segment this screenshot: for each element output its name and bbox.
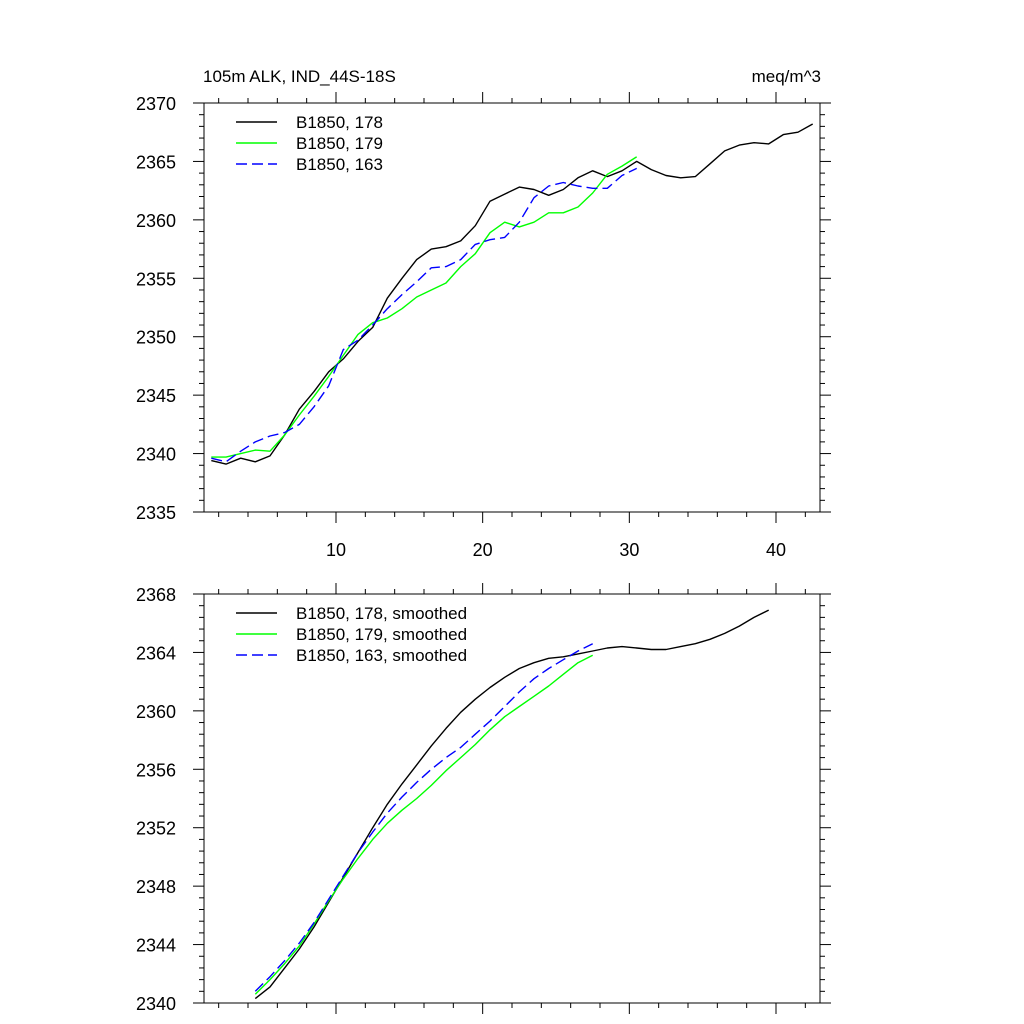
x-tick-label: 40 bbox=[766, 540, 786, 560]
y-tick-label: 2368 bbox=[136, 585, 176, 605]
y-tick-label: 2340 bbox=[136, 994, 176, 1014]
legend-label: B1850, 178 bbox=[296, 113, 383, 132]
y-tick-label: 2348 bbox=[136, 877, 176, 897]
y-tick-label: 2360 bbox=[136, 702, 176, 722]
y-tick-label: 2360 bbox=[136, 211, 176, 231]
x-tick-label: 30 bbox=[619, 540, 639, 560]
y-tick-label: 2345 bbox=[136, 386, 176, 406]
alkalinity-panel-smoothed: 2340 2344 2348 2352 2356 2360 2364 2368 B1850, 1… bbox=[136, 583, 831, 1014]
y-tick-label: 2364 bbox=[136, 643, 176, 663]
legend-label: B1850, 163 bbox=[296, 155, 383, 174]
panel-title-left: 105m ALK, IND_44S-18S bbox=[203, 67, 396, 86]
series-line bbox=[211, 123, 814, 465]
series-line bbox=[254, 643, 594, 992]
series-line bbox=[254, 654, 594, 995]
legend-label: B1850, 163, smoothed bbox=[296, 646, 467, 665]
y-tick-label: 2344 bbox=[136, 936, 176, 956]
series-line bbox=[254, 609, 770, 1000]
y-tick-label: 2350 bbox=[136, 328, 176, 348]
series-line bbox=[211, 156, 638, 458]
legend-label: B1850, 179 bbox=[296, 134, 383, 153]
y-tick-label: 2340 bbox=[136, 445, 176, 465]
legend-label: B1850, 179, smoothed bbox=[296, 625, 467, 644]
y-tick-label: 2355 bbox=[136, 269, 176, 289]
y-tick-label: 2365 bbox=[136, 152, 176, 172]
y-tick-label: 2335 bbox=[136, 503, 176, 523]
x-tick-label: 10 bbox=[326, 540, 346, 560]
y-tick-label: 2356 bbox=[136, 760, 176, 780]
y-tick-label: 2352 bbox=[136, 819, 176, 839]
series-line bbox=[211, 167, 638, 463]
alkalinity-panel-raw: 105m ALK, IND_44S-18S meq/m^3 10 20 30 40 23… bbox=[136, 67, 831, 560]
legend-label: B1850, 178, smoothed bbox=[296, 604, 467, 623]
y-tick-label: 2370 bbox=[136, 94, 176, 114]
panel-title-right: meq/m^3 bbox=[752, 67, 821, 86]
x-tick-label: 20 bbox=[473, 540, 493, 560]
